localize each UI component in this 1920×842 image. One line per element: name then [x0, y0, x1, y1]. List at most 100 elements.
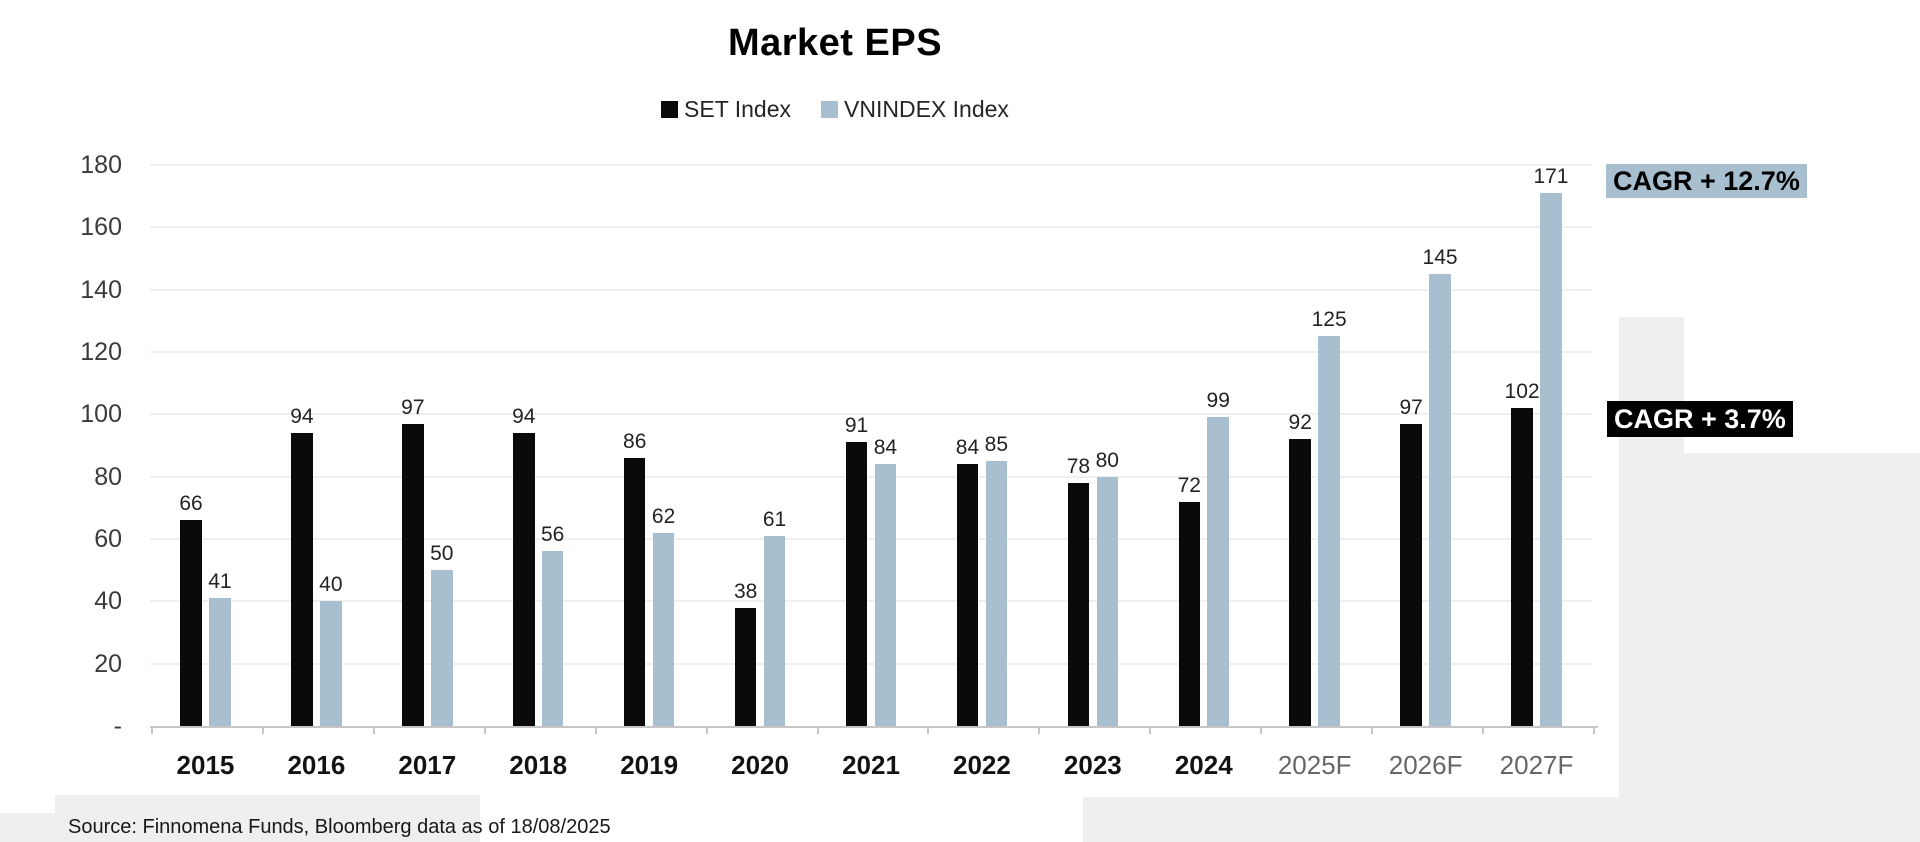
axis-tick [1482, 726, 1485, 734]
bar-set-2025F [1289, 439, 1311, 726]
x-axis-label-2026F: 2026F [1388, 750, 1463, 780]
bar-value-label: 61 [762, 507, 787, 531]
background-shape-right-block [1684, 453, 1920, 842]
bar-set-2020 [734, 607, 757, 726]
bar-set-2018 [513, 433, 535, 726]
background-shape-corner [0, 813, 55, 842]
x-axis-label-2022: 2022 [952, 750, 1011, 780]
bar-value-label: 78 [1066, 454, 1091, 478]
cagr-annotation-vnindex: CAGR + 12.7% [1606, 164, 1807, 198]
x-axis-label-2018: 2018 [509, 750, 568, 780]
bar-vnindex-2023 [1096, 476, 1119, 726]
legend-label: SET Index [684, 96, 792, 122]
bar-set-2015 [180, 520, 202, 726]
cagr-annotation-set: CAGR + 3.7% [1607, 401, 1793, 437]
axis-tick [483, 726, 486, 734]
axis-tick [1260, 726, 1263, 734]
background-shape-bottom-strip [1083, 797, 1920, 842]
x-axis-label-2019: 2019 [620, 750, 679, 780]
bar-vnindex-2020 [763, 535, 786, 726]
axis-tick [1038, 726, 1041, 734]
bar-vnindex-2019 [652, 532, 675, 726]
bar-value-label: 40 [319, 573, 343, 597]
bar-value-label: 94 [512, 405, 536, 428]
bar-value-label: 145 [1422, 246, 1458, 270]
axis-tick [151, 726, 153, 734]
y-axis-label: - [113, 712, 122, 740]
axis-tick [1149, 726, 1152, 734]
axis-tick [1371, 726, 1374, 734]
x-axis-label-2025F: 2025F [1277, 750, 1352, 780]
bar-set-2026F [1400, 423, 1422, 726]
legend-label: VNINDEX Index [844, 96, 1009, 122]
axis-tick [594, 726, 597, 734]
legend-item-vnindex-index: VNINDEX Index [821, 96, 1009, 123]
axis-tick [1593, 726, 1595, 734]
bar-value-label: 85 [984, 433, 1009, 457]
bar-vnindex-2024 [1207, 417, 1229, 726]
source-note: Source: Finnomena Funds, Bloomberg data … [68, 816, 611, 838]
bar-value-label: 99 [1206, 389, 1230, 413]
bar-set-2027F [1511, 408, 1533, 726]
bar-set-2019 [623, 457, 646, 726]
y-axis-label: 140 [80, 275, 122, 304]
bar-vnindex-2018 [541, 551, 564, 726]
bar-value-label: 97 [1399, 395, 1423, 419]
bar-set-2016 [291, 433, 313, 726]
bar-set-2024 [1178, 501, 1201, 726]
gridline [150, 662, 1592, 665]
bar-value-label: 72 [1177, 473, 1201, 497]
y-axis-label: 100 [80, 400, 122, 429]
bar-value-label: 125 [1311, 308, 1347, 332]
axis-tick [372, 726, 375, 734]
axis-tick [927, 726, 930, 734]
bar-vnindex-2016 [320, 601, 342, 726]
y-axis-label: 80 [94, 462, 122, 491]
y-axis-label: 120 [80, 337, 122, 366]
x-axis-label-2015: 2015 [176, 750, 235, 780]
axis-tick [705, 726, 708, 734]
bar-value-label: 171 [1533, 164, 1569, 188]
x-axis-label-2021: 2021 [842, 750, 900, 780]
axis-tick [816, 726, 819, 734]
chart-frame: Market EPS SET Index VNINDEX Index - 20 40 6… [0, 22, 1670, 780]
bar-vnindex-2025F [1318, 336, 1340, 726]
gridline [150, 163, 1592, 166]
bar-value-label: 84 [873, 436, 898, 460]
bar-value-label: 56 [540, 523, 565, 547]
gridline [150, 288, 1592, 291]
bar-value-label: 80 [1095, 448, 1119, 472]
gridline [150, 413, 1592, 416]
y-axis-label: 180 [80, 150, 122, 179]
gridline [150, 537, 1592, 540]
y-axis-label: 20 [94, 649, 122, 678]
bar-value-label: 92 [1288, 411, 1312, 435]
gridline [150, 475, 1592, 478]
gridline [150, 600, 1592, 603]
legend-item-set-index: SET Index [661, 96, 791, 123]
x-axis-label-2017: 2017 [398, 750, 457, 780]
gridline [150, 350, 1592, 353]
bar-vnindex-2021 [874, 464, 897, 726]
x-axis-label-2027F: 2027F [1499, 750, 1574, 780]
axis-tick [261, 726, 264, 734]
y-axis-label: 60 [94, 524, 122, 553]
bar-value-label: 66 [179, 492, 203, 516]
bar-vnindex-2026F [1429, 274, 1451, 726]
bar-value-label: 86 [623, 429, 647, 453]
bar-set-2023 [1067, 482, 1090, 726]
bar-value-label: 102 [1504, 380, 1540, 404]
bar-value-label: 50 [430, 542, 454, 566]
bar-value-label: 94 [290, 405, 314, 428]
x-axis-line [150, 726, 1598, 728]
chart-title: Market EPS [727, 22, 943, 64]
gridline [150, 226, 1592, 229]
bar-value-label: 84 [955, 436, 980, 460]
bar-value-label: 62 [651, 504, 676, 528]
bar-vnindex-2022 [985, 461, 1008, 726]
x-axis-label-2016: 2016 [287, 750, 346, 780]
bar-vnindex-2017 [431, 570, 453, 726]
legend: SET Index VNINDEX Index [0, 96, 1670, 123]
bar-set-2021 [845, 442, 868, 726]
